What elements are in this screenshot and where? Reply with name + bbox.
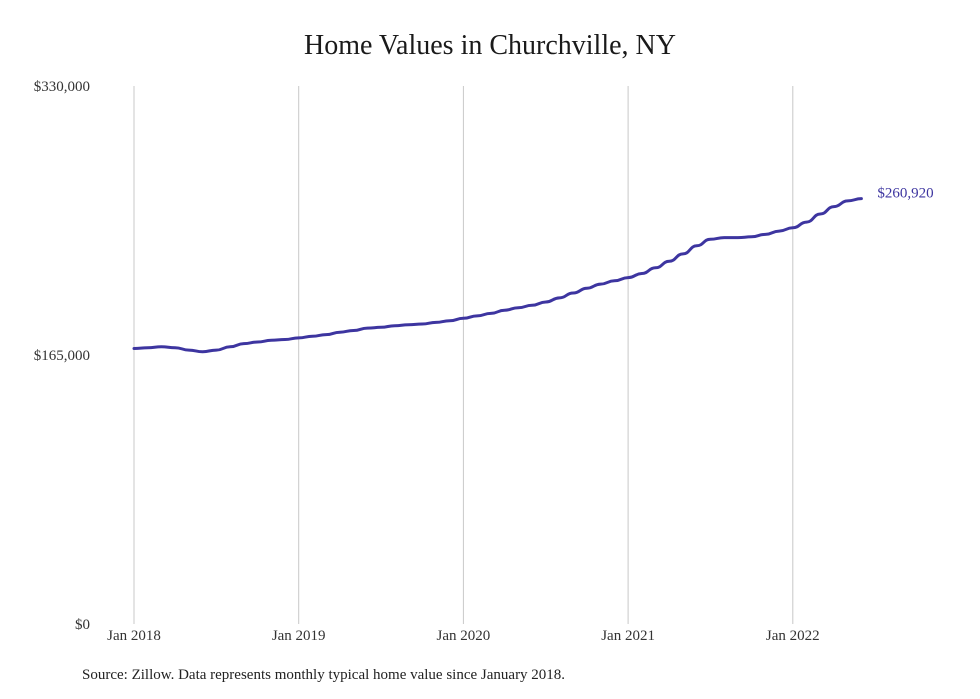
y-tick-label: $165,000 xyxy=(34,348,90,364)
x-tick-label: Jan 2021 xyxy=(601,628,655,644)
series-line xyxy=(132,197,863,354)
source-note: Source: Zillow. Data represents monthly … xyxy=(82,667,566,683)
axis-ticks: Jan 2018 Jan 2019 Jan 2020 Jan 2021 Jan 2022… xyxy=(34,79,820,644)
x-tick-label: Jan 2020 xyxy=(437,628,491,644)
x-tick-label: Jan 2018 xyxy=(107,628,161,644)
y-tick-label: $0 xyxy=(75,617,90,633)
end-value-label: $260,920 xyxy=(877,186,933,202)
x-tick-label: Jan 2019 xyxy=(272,628,326,644)
y-tick-label: $330,000 xyxy=(34,79,90,95)
series-layer: $260,920 xyxy=(132,186,934,354)
gridlines xyxy=(133,86,794,624)
chart-title: Home Values in Churchville, NY xyxy=(304,30,676,61)
x-tick-label: Jan 2022 xyxy=(766,628,820,644)
